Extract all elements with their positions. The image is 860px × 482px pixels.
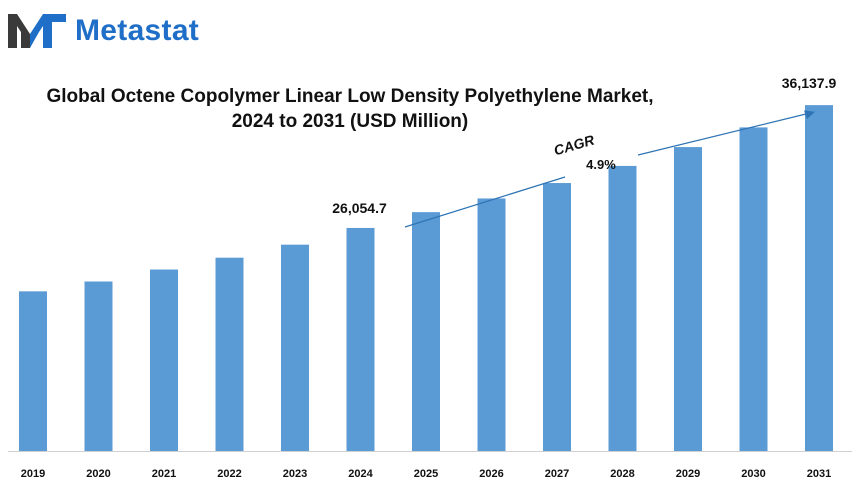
- bar-2020: [84, 281, 113, 451]
- x-tick-label: 2030: [741, 468, 765, 480]
- x-tick-label: 2031: [807, 468, 831, 480]
- x-tick-label: 2029: [676, 468, 700, 480]
- bar-2019: [19, 291, 47, 451]
- bar-2028: [608, 165, 637, 452]
- start-value-label: 26,054.7: [332, 200, 387, 216]
- end-value-label: 36,137.9: [782, 75, 837, 91]
- cagr-arrow-segment-2: [637, 112, 811, 156]
- x-tick-label: 2022: [217, 468, 241, 480]
- x-tick-label: 2021: [152, 468, 176, 480]
- x-tick-label: 2025: [414, 468, 438, 480]
- x-tick-label: 2027: [545, 468, 569, 480]
- bar-2026: [477, 198, 506, 451]
- x-tick-label: 2028: [610, 468, 634, 480]
- bar-2021: [150, 269, 178, 451]
- chart-title-line-1: Global Octene Copolymer Linear Low Densi…: [46, 86, 654, 107]
- x-tick-label: 2019: [21, 468, 45, 480]
- bar-2024: [346, 227, 375, 451]
- brand-name: Metastat: [75, 14, 200, 47]
- chart-title-line-2: 2024 to 2031 (USD Million): [231, 111, 469, 132]
- bar-2022: [215, 257, 244, 451]
- x-tick-label: 2020: [86, 468, 110, 480]
- x-tick-label: 2024: [348, 468, 373, 480]
- x-tick-label: 2023: [283, 468, 307, 480]
- bar-2023: [281, 244, 309, 451]
- bar-2029: [674, 147, 702, 451]
- bar-2030: [739, 127, 768, 452]
- x-tick-label: 2026: [479, 468, 503, 480]
- cagr-arrow-segment-1: [404, 176, 566, 228]
- bar-2027: [543, 183, 571, 452]
- bar-2025: [412, 212, 440, 451]
- metastat-m-logo-icon: [8, 14, 66, 48]
- cagr-arrow-head: [804, 110, 815, 119]
- cagr-value: 4.9%: [586, 157, 616, 172]
- bar-2031: [805, 105, 833, 451]
- cagr-label: CAGR: [552, 131, 597, 158]
